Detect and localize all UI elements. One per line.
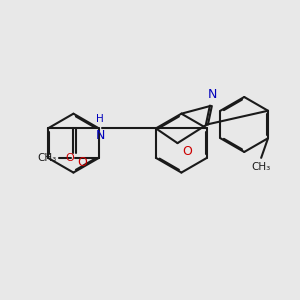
Text: O: O (182, 145, 192, 158)
Text: CH₃: CH₃ (251, 162, 271, 172)
Text: O: O (66, 153, 74, 163)
Text: N: N (208, 88, 218, 101)
Text: CH₃: CH₃ (38, 153, 57, 163)
Text: H: H (96, 115, 104, 124)
Text: O: O (77, 156, 87, 169)
Text: N: N (95, 129, 105, 142)
